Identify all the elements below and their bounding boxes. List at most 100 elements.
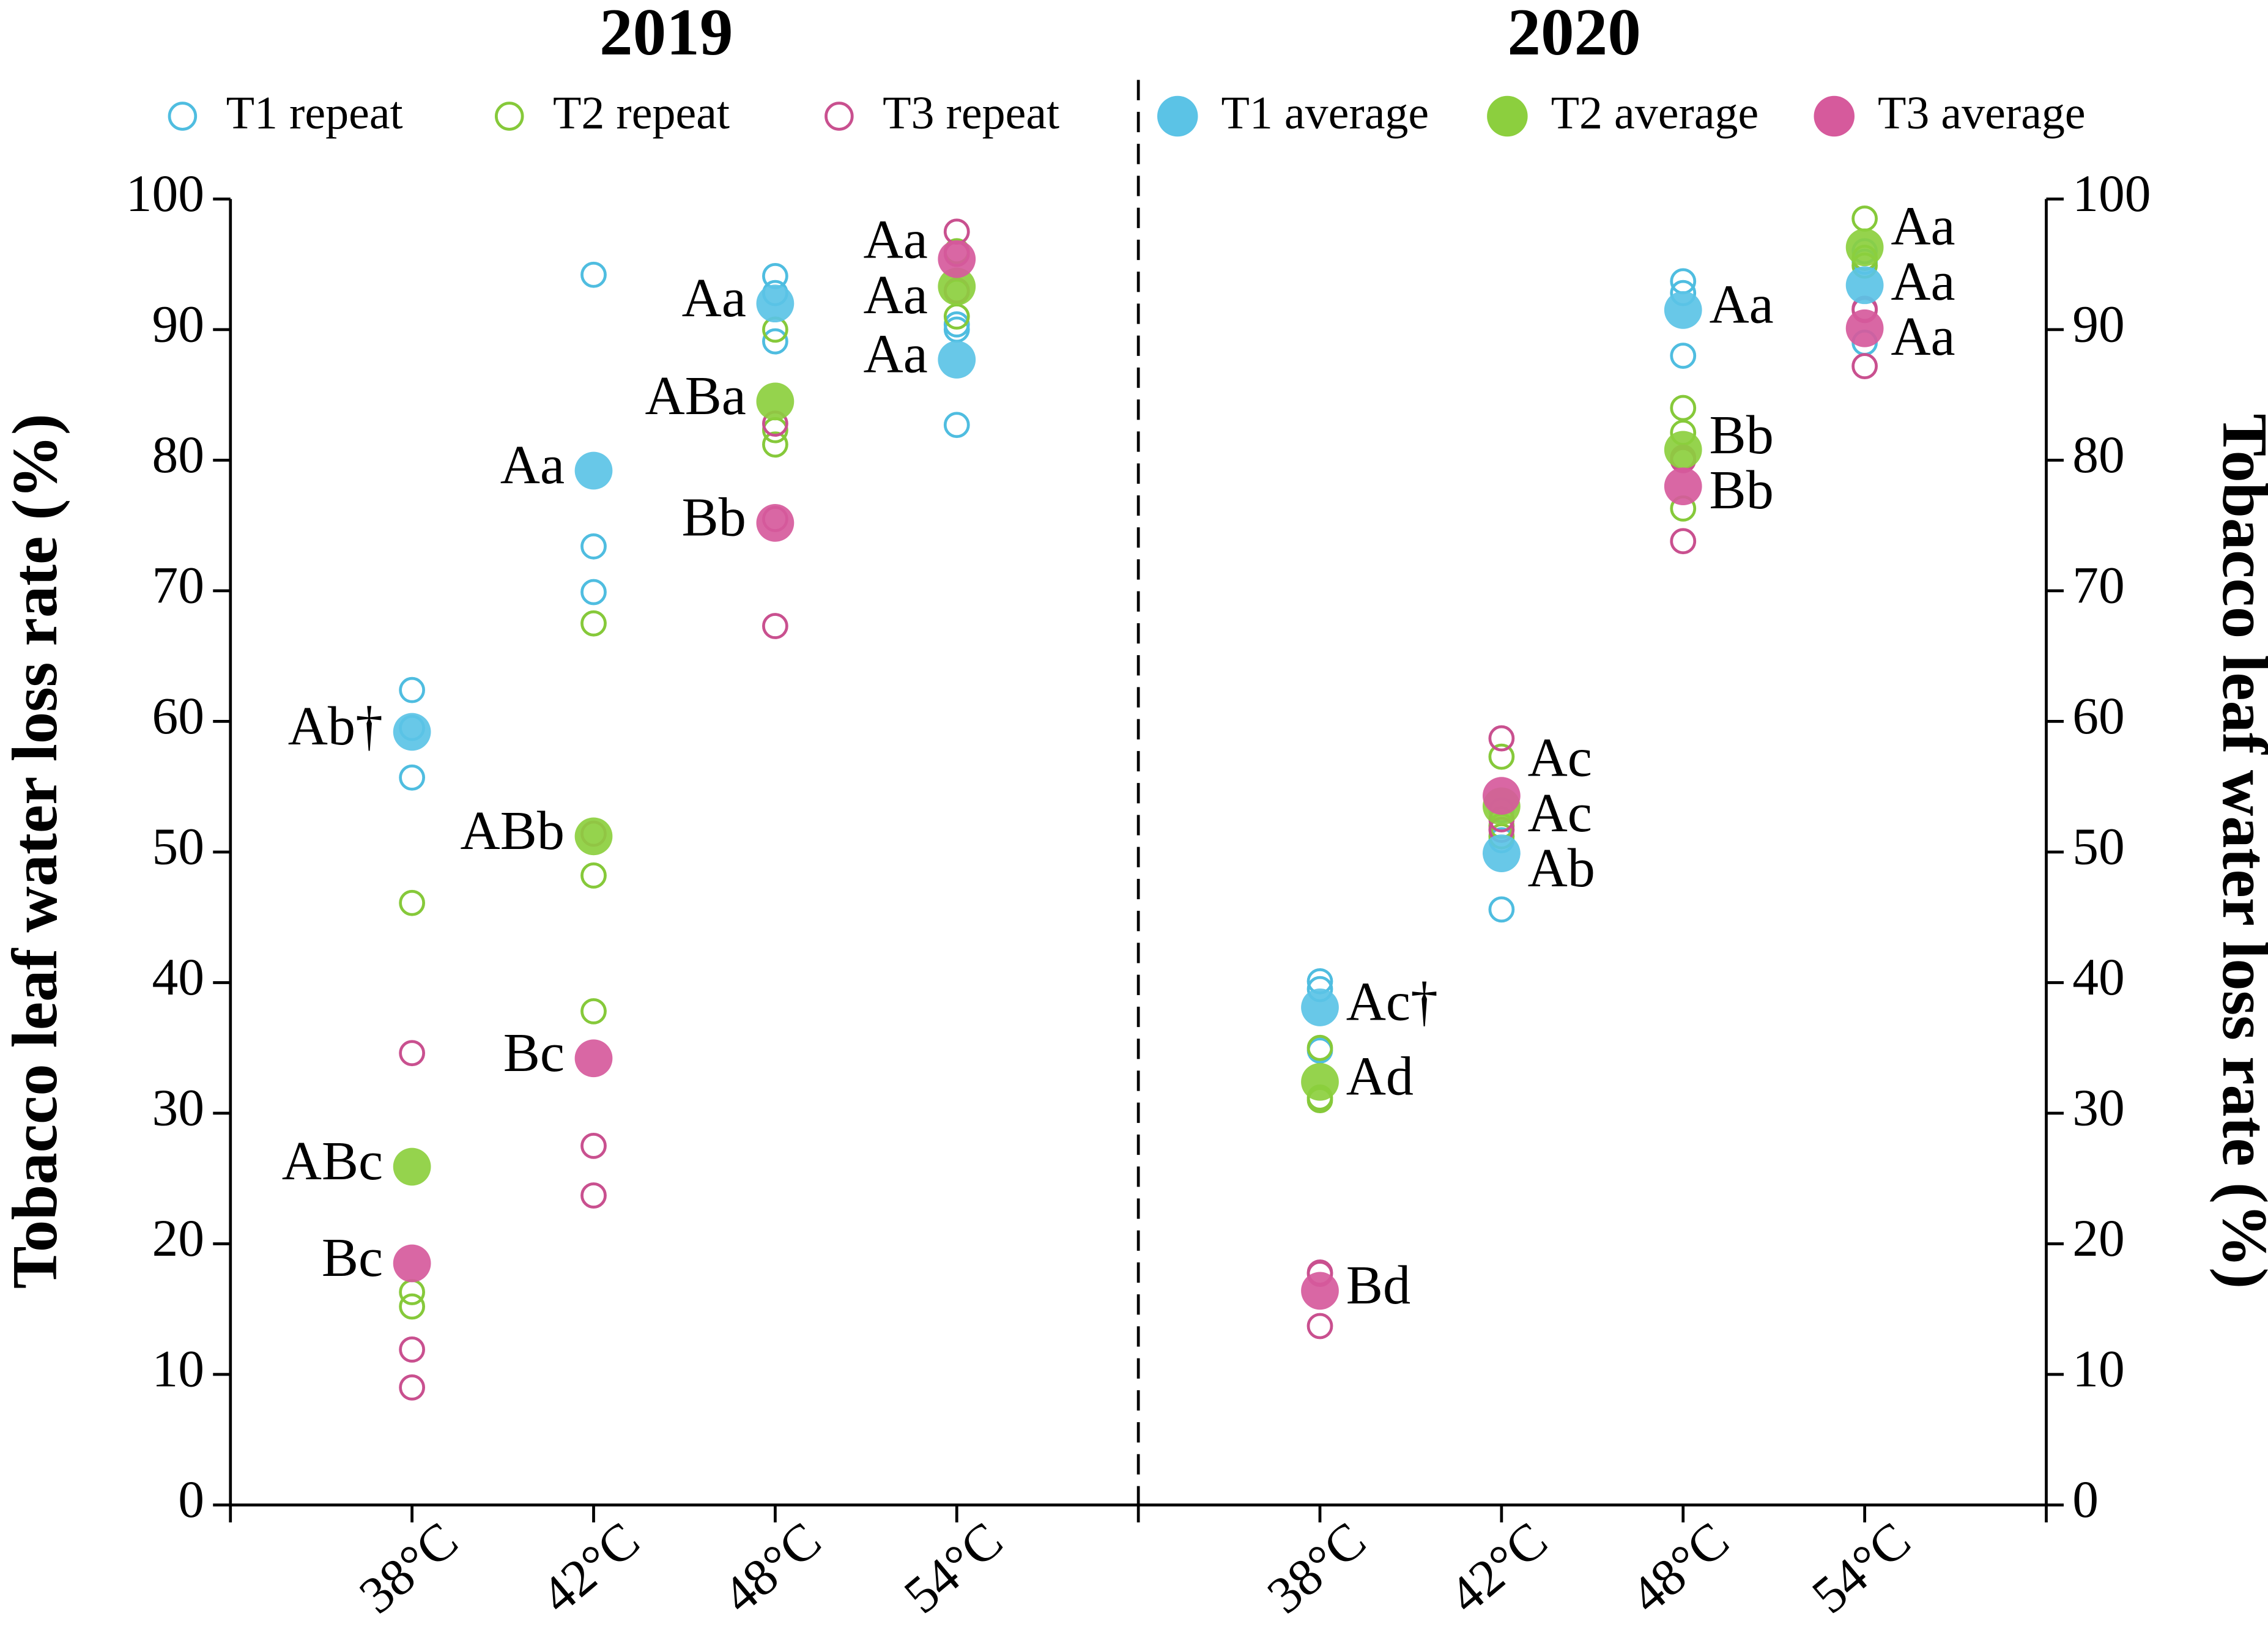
x-tick-label: 42°C xyxy=(1439,1511,1558,1625)
average-point xyxy=(756,284,795,323)
letter-label: Aa xyxy=(1891,306,1955,367)
letter-label: Bc xyxy=(322,1227,383,1288)
average-point xyxy=(1301,988,1339,1026)
average-point xyxy=(1845,228,1884,267)
repeat-point xyxy=(1670,343,1697,369)
letter-label: Aa xyxy=(1710,274,1774,335)
letter-label: Aa xyxy=(682,267,746,328)
letter-label: Bb xyxy=(1710,459,1774,521)
letter-label: Bc xyxy=(503,1022,565,1083)
average-point xyxy=(574,817,613,856)
repeat-point xyxy=(580,998,607,1025)
letter-label: Aa xyxy=(500,434,565,495)
legend-label: T1 average xyxy=(1221,87,1429,139)
average-point xyxy=(1483,834,1521,872)
average-point xyxy=(1301,1062,1339,1101)
letter-label: ABc xyxy=(282,1130,383,1192)
average-point xyxy=(938,341,976,379)
average-point xyxy=(1845,266,1884,305)
y-axis-title: Tobacco leaf water loss rate (%) xyxy=(0,413,70,1289)
repeat-point xyxy=(1670,528,1697,555)
letter-label: Aa xyxy=(864,209,928,270)
letter-label: Ab† xyxy=(288,695,383,757)
repeat-point xyxy=(399,1040,425,1067)
repeat-point xyxy=(580,1132,607,1159)
y-tick-label: 20 xyxy=(152,1210,205,1267)
repeat-point xyxy=(1306,1313,1333,1340)
average-point xyxy=(938,267,976,306)
x-tick-label: 38°C xyxy=(349,1511,469,1625)
y-tick-label: 60 xyxy=(152,687,205,745)
y-tick-label: 0 xyxy=(178,1471,204,1529)
letter-label: Ad xyxy=(1346,1045,1414,1106)
legend-marker xyxy=(495,102,524,131)
letter-label: Bb xyxy=(1710,404,1774,465)
letter-label: Ac† xyxy=(1346,971,1438,1032)
average-point xyxy=(393,1147,431,1186)
y2-tick-label: 0 xyxy=(2072,1471,2099,1529)
y2-tick-label: 90 xyxy=(2072,296,2125,354)
letter-label: Ab xyxy=(1528,837,1595,899)
panel-title: 2020 xyxy=(1507,0,1641,69)
legend-label: T2 repeat xyxy=(553,87,730,139)
legend-label: T3 average xyxy=(1878,87,2086,139)
repeat-point xyxy=(399,676,425,703)
repeat-point xyxy=(580,533,607,560)
letter-label: Aa xyxy=(864,264,928,325)
letter-label: Bb xyxy=(682,487,746,548)
y-tick-label: 90 xyxy=(152,296,205,354)
letter-label: Aa xyxy=(1891,196,1955,257)
letter-label: Ac xyxy=(1528,727,1592,788)
y-tick-label: 70 xyxy=(152,557,205,615)
y-tick-label: 100 xyxy=(126,165,204,223)
repeat-point xyxy=(580,1182,607,1209)
average-point xyxy=(1483,777,1521,815)
average-point xyxy=(938,240,976,278)
repeat-point xyxy=(1488,743,1515,770)
x-tick-label: 54°C xyxy=(1801,1511,1921,1625)
x-tick-label: 48°C xyxy=(712,1511,832,1625)
letter-label: Aa xyxy=(864,324,928,385)
repeat-point xyxy=(580,579,607,606)
y2-tick-label: 70 xyxy=(2072,557,2125,615)
repeat-point xyxy=(580,610,607,637)
legend-marker xyxy=(1157,95,1198,137)
y2-tick-label: 100 xyxy=(2072,165,2151,223)
letter-label: ABa xyxy=(645,365,746,426)
y2-tick-label: 30 xyxy=(2072,1080,2125,1137)
letter-label: ABb xyxy=(461,800,565,861)
x-tick-label: 38°C xyxy=(1257,1511,1377,1625)
y2-tick-label: 80 xyxy=(2072,426,2125,484)
repeat-point xyxy=(1488,896,1515,923)
repeat-point xyxy=(399,889,425,916)
legend-label: T1 repeat xyxy=(226,87,403,139)
y2-tick-label: 50 xyxy=(2072,818,2125,876)
x-tick-label: 54°C xyxy=(894,1511,1014,1625)
legend-marker xyxy=(1487,95,1528,137)
average-point xyxy=(393,713,431,751)
legend-label: T3 repeat xyxy=(883,87,1059,139)
repeat-point xyxy=(943,412,970,439)
repeat-point xyxy=(399,1293,425,1320)
legend-marker xyxy=(1814,95,1855,137)
average-point xyxy=(756,382,795,421)
y2-tick-label: 10 xyxy=(2072,1341,2125,1398)
average-point xyxy=(1664,431,1702,469)
average-point xyxy=(574,1039,613,1078)
y-tick-label: 80 xyxy=(152,426,205,484)
x-tick-label: 48°C xyxy=(1620,1511,1740,1625)
average-point xyxy=(574,451,613,490)
y2-tick-label: 40 xyxy=(2072,949,2125,1006)
y2-axis-title: Tobacco leaf water loss rate (%) xyxy=(2209,413,2268,1289)
repeat-point xyxy=(399,1336,425,1363)
y-tick-label: 30 xyxy=(152,1080,205,1137)
repeat-point xyxy=(580,862,607,889)
repeat-point xyxy=(399,764,425,791)
repeat-point xyxy=(1306,1034,1333,1061)
y2-tick-label: 20 xyxy=(2072,1210,2125,1267)
y-tick-label: 10 xyxy=(152,1341,205,1398)
repeat-point xyxy=(580,261,607,288)
repeat-point xyxy=(762,328,788,355)
x-tick-label: 42°C xyxy=(530,1511,650,1625)
